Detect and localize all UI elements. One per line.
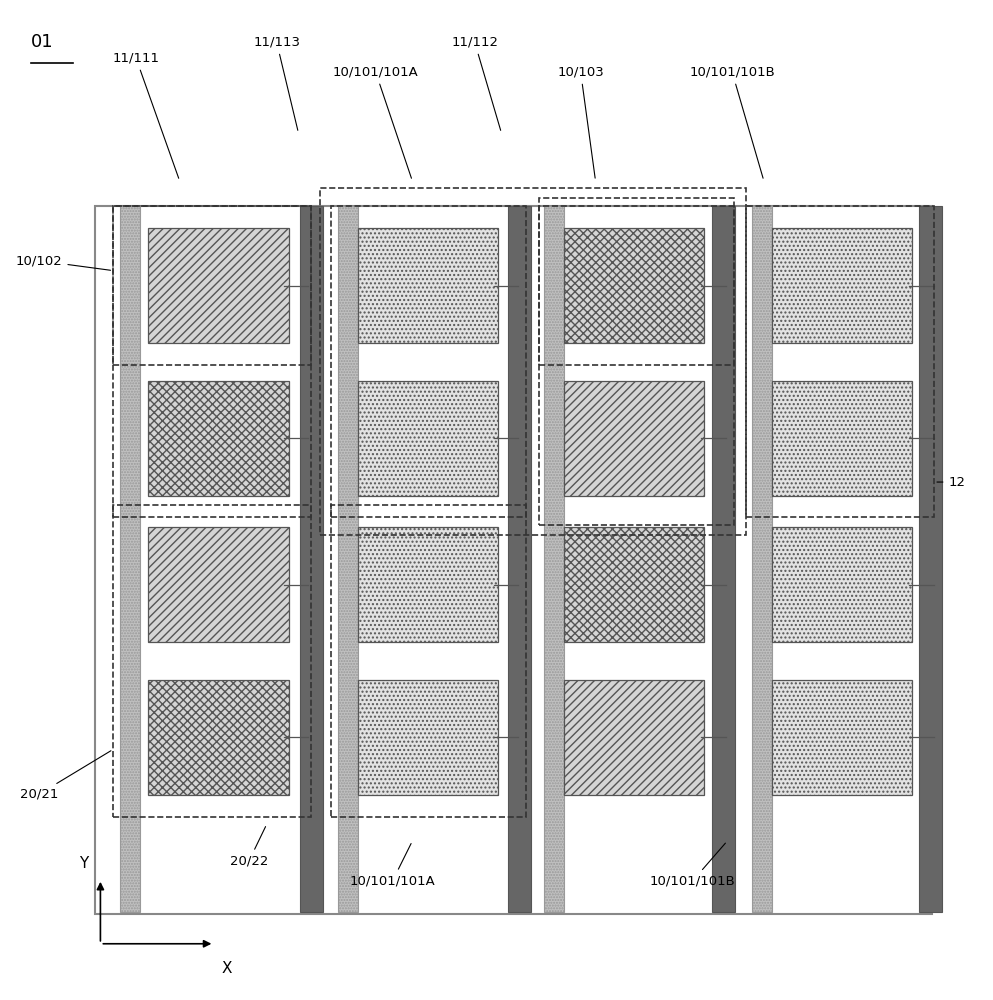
Text: 10/101/101A: 10/101/101A	[350, 844, 435, 887]
Bar	[331, 206, 526, 517]
Bar	[746, 206, 934, 517]
Bar	[539, 198, 734, 525]
Bar	[920, 206, 942, 912]
Bar	[544, 206, 564, 912]
Bar	[564, 381, 704, 496]
Bar	[772, 381, 913, 496]
Bar	[120, 206, 140, 912]
Bar	[148, 381, 289, 496]
Bar	[113, 206, 312, 365]
Bar	[508, 206, 531, 912]
Text: 10/103: 10/103	[557, 66, 604, 178]
Text: 10/102: 10/102	[16, 254, 110, 270]
Text: 10/101/101A: 10/101/101A	[333, 66, 419, 178]
Bar	[712, 206, 735, 912]
Bar	[357, 527, 498, 642]
Bar	[564, 527, 704, 642]
Text: 10/101/101B: 10/101/101B	[689, 66, 776, 178]
Text: 11/112: 11/112	[451, 36, 500, 130]
Bar	[564, 680, 704, 795]
Bar	[564, 228, 704, 343]
Text: 01: 01	[31, 33, 54, 51]
Text: X: X	[221, 961, 232, 976]
Text: 20/21: 20/21	[20, 751, 111, 801]
Bar	[357, 680, 498, 795]
Bar	[95, 206, 932, 914]
Bar	[148, 228, 289, 343]
Bar	[357, 228, 498, 343]
Text: 12: 12	[937, 476, 965, 489]
Bar	[357, 381, 498, 496]
Bar	[338, 206, 357, 912]
Bar	[113, 206, 312, 517]
Bar	[320, 188, 746, 535]
Bar	[539, 206, 734, 365]
Bar	[113, 505, 312, 817]
Bar	[772, 527, 913, 642]
Text: Y: Y	[79, 856, 88, 871]
Bar	[148, 527, 289, 642]
Bar	[772, 680, 913, 795]
Text: 11/111: 11/111	[112, 52, 179, 178]
Bar	[772, 228, 913, 343]
Bar	[331, 505, 526, 817]
Bar	[752, 206, 772, 912]
Text: 10/101/101B: 10/101/101B	[649, 843, 736, 887]
Text: 11/113: 11/113	[253, 36, 300, 130]
Bar	[301, 206, 323, 912]
Bar	[148, 680, 289, 795]
Text: 20/22: 20/22	[229, 827, 268, 867]
